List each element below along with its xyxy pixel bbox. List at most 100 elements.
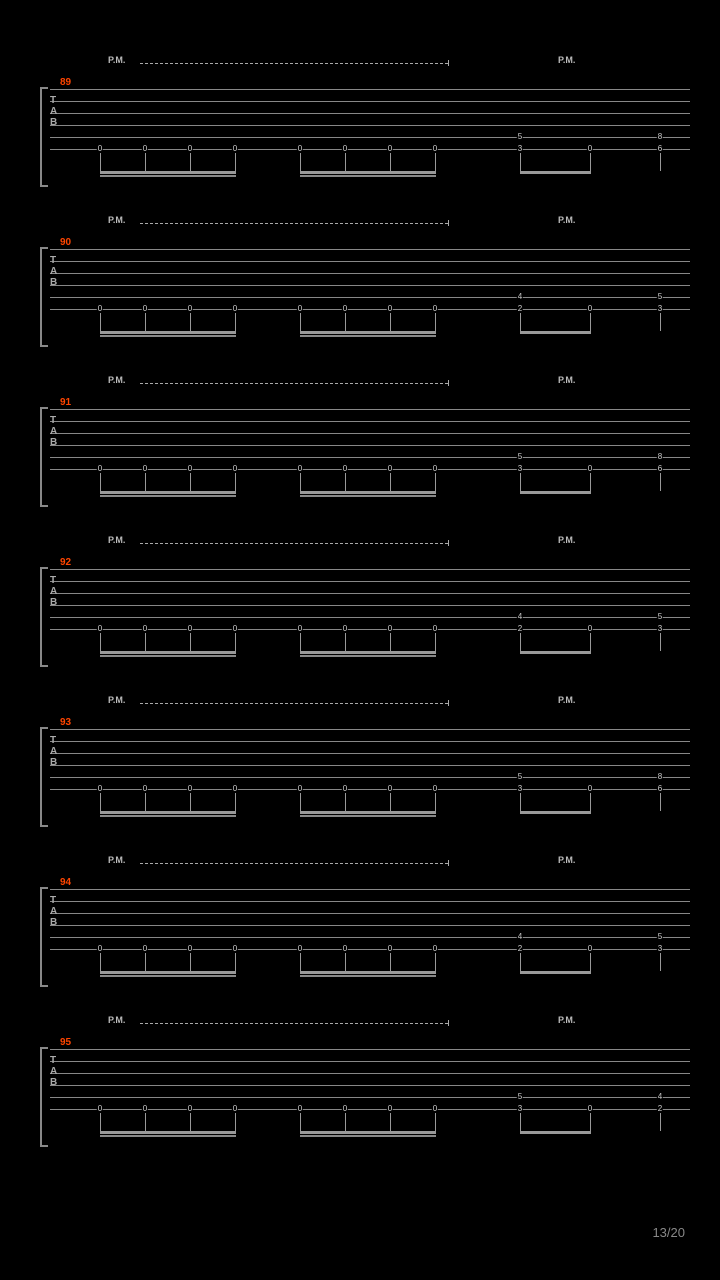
beam: [300, 815, 436, 817]
fret-number: 0: [342, 465, 348, 473]
note-stem: [520, 1113, 521, 1131]
fret-number: 6: [657, 465, 663, 473]
note-stem: [390, 793, 391, 811]
tab-measure: P.M.P.M.89TAB0000000053086: [50, 55, 690, 210]
string-line: [50, 261, 690, 262]
beam: [100, 811, 236, 814]
tab-clef-letter: A: [50, 746, 58, 757]
tab-measure: P.M.P.M.94TAB0000000042053: [50, 855, 690, 1010]
tab-clef-letter: A: [50, 1066, 58, 1077]
fret-number: 0: [97, 465, 103, 473]
tab-clef-letter: A: [50, 586, 58, 597]
note-stem: [145, 473, 146, 491]
note-stem: [235, 473, 236, 491]
string-line: [50, 913, 690, 914]
note-stem: [235, 1113, 236, 1131]
fret-number: 0: [587, 305, 593, 313]
pm-stop: [448, 60, 449, 66]
string-line: [50, 741, 690, 742]
fret-number: 5: [517, 773, 523, 781]
note-stem: [100, 633, 101, 651]
pm-label: P.M.: [108, 695, 125, 705]
note-stem: [660, 313, 661, 331]
note-stem: [235, 953, 236, 971]
pm-dash: [140, 223, 448, 225]
fret-number: 5: [657, 933, 663, 941]
fret-number: 0: [187, 465, 193, 473]
beam: [300, 175, 436, 177]
string-line: [50, 581, 690, 582]
note-stem: [390, 953, 391, 971]
beam: [300, 495, 436, 497]
fret-number: 4: [517, 933, 523, 941]
beam: [300, 971, 436, 974]
beam: [520, 491, 591, 494]
note-stem: [590, 473, 591, 491]
pm-stop: [448, 540, 449, 546]
fret-number: 3: [657, 625, 663, 633]
string-line: [50, 457, 690, 458]
note-stem: [520, 633, 521, 651]
string-line: [50, 889, 690, 890]
tab-clef-letter: A: [50, 106, 58, 117]
note-stem: [345, 313, 346, 331]
fret-number: 0: [297, 945, 303, 953]
rhythm-row: [50, 633, 690, 661]
fret-number: 0: [432, 625, 438, 633]
pm-annotation-row: P.M.P.M.: [50, 1015, 690, 1033]
string-line: [50, 285, 690, 286]
rhythm-row: [50, 473, 690, 501]
note-stem: [300, 633, 301, 651]
note-stem: [590, 1113, 591, 1131]
note-stem: [300, 153, 301, 171]
note-stem: [590, 153, 591, 171]
string-line: [50, 901, 690, 902]
tab-measure: P.M.P.M.95TAB0000000053042: [50, 1015, 690, 1170]
beam: [300, 1131, 436, 1134]
note-stem: [235, 313, 236, 331]
note-stem: [435, 313, 436, 331]
tab-measure: P.M.P.M.91TAB0000000053086: [50, 375, 690, 530]
fret-number: 5: [657, 613, 663, 621]
string-line: [50, 777, 690, 778]
note-stem: [435, 793, 436, 811]
pm-dash: [140, 1023, 448, 1025]
fret-number: 0: [297, 1105, 303, 1113]
note-stem: [190, 313, 191, 331]
note-stem: [345, 633, 346, 651]
staff-bracket: [40, 87, 46, 187]
note-stem: [235, 153, 236, 171]
tab-clef: TAB: [50, 1055, 58, 1088]
string-line: [50, 421, 690, 422]
string-line: [50, 729, 690, 730]
tab-clef-letter: A: [50, 906, 58, 917]
fret-number: 0: [432, 305, 438, 313]
note-stem: [100, 473, 101, 491]
beam: [300, 491, 436, 494]
tab-clef-letter: B: [50, 117, 58, 128]
fret-number: 0: [387, 945, 393, 953]
pm-label: P.M.: [558, 55, 575, 65]
note-stem: [235, 633, 236, 651]
string-line: [50, 569, 690, 570]
string-line: [50, 1085, 690, 1086]
beam: [520, 651, 591, 654]
pm-label: P.M.: [108, 215, 125, 225]
beam: [100, 171, 236, 174]
staff-bracket: [40, 727, 46, 827]
beam: [100, 655, 236, 657]
beam: [100, 1131, 236, 1134]
beam: [520, 331, 591, 334]
tab-clef-letter: T: [50, 255, 58, 266]
fret-number: 0: [432, 145, 438, 153]
tab-measure: P.M.P.M.90TAB0000000042053: [50, 215, 690, 370]
beam: [300, 975, 436, 977]
pm-stop: [448, 700, 449, 706]
note-stem: [145, 313, 146, 331]
string-line: [50, 753, 690, 754]
fret-number: 0: [97, 1105, 103, 1113]
fret-number: 0: [387, 785, 393, 793]
beam: [300, 811, 436, 814]
staff-bracket: [40, 1047, 46, 1147]
pm-stop: [448, 380, 449, 386]
